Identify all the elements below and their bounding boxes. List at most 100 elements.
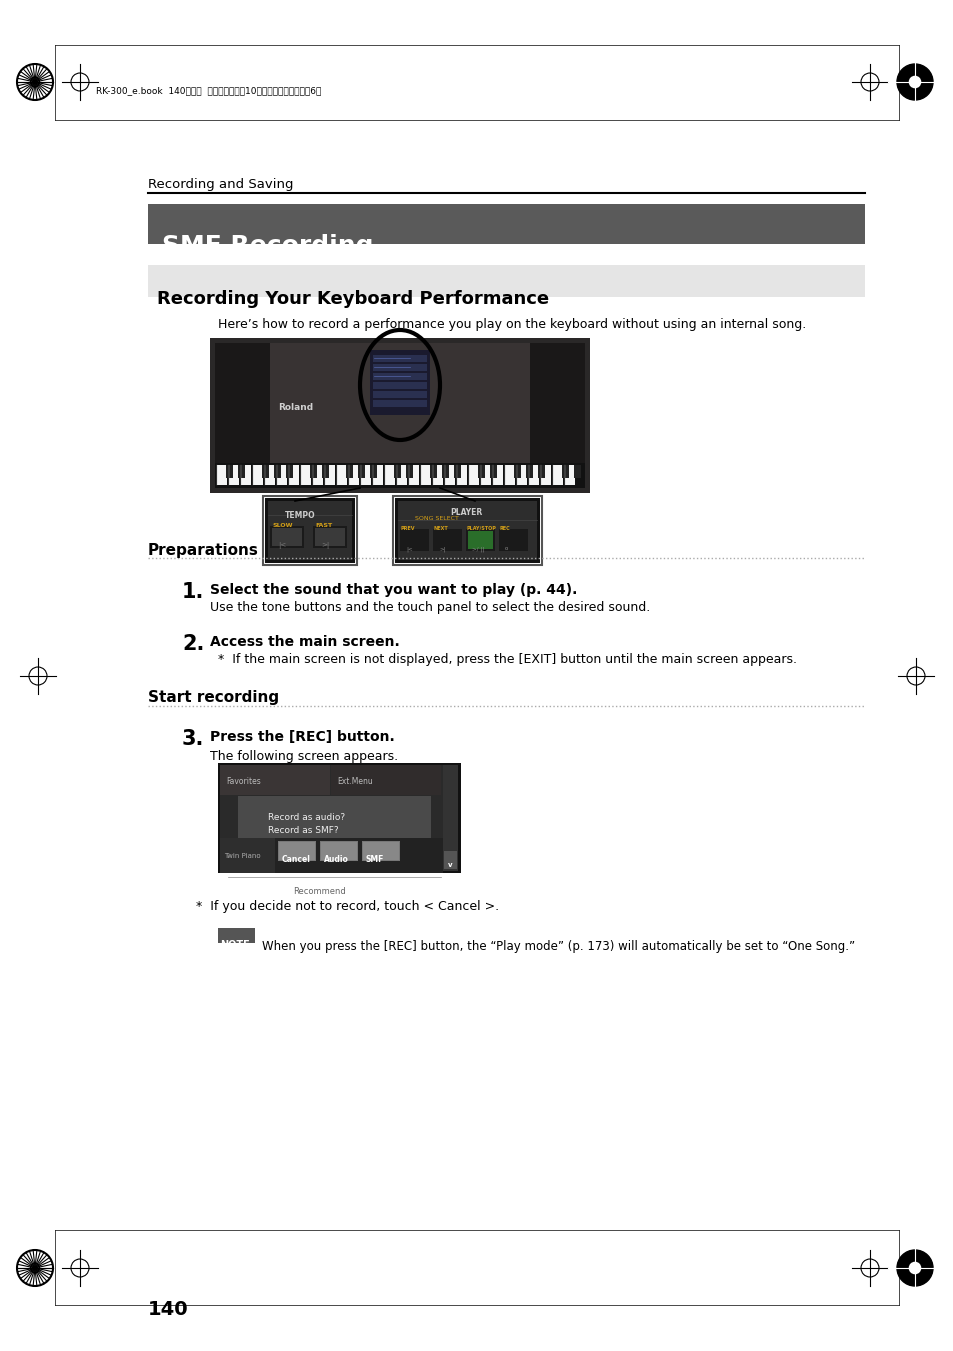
Bar [441,465,449,478]
Bar [500,531,525,549]
Bar [465,530,495,551]
Bar [363,842,398,861]
Text: The following screen appears.: The following screen appears. [210,750,397,763]
Bar [373,390,427,399]
Bar [286,465,293,478]
Bar [265,499,355,563]
Bar [399,530,429,551]
Bar [537,465,544,478]
Bar [529,465,538,485]
Bar [444,465,455,485]
Text: SLOW: SLOW [273,523,294,528]
Bar [409,465,418,485]
Text: Recording Your Keyboard Performance: Recording Your Keyboard Performance [157,290,549,308]
Text: Press the [REC] button.: Press the [REC] button. [210,730,395,744]
Bar [301,465,311,485]
Bar [220,765,442,871]
Text: Recording and Saving: Recording and Saving [148,178,294,190]
Text: TEMPO: TEMPO [285,511,315,520]
Circle shape [908,1262,921,1274]
Text: o: o [504,546,508,551]
Bar [272,528,302,546]
Bar [278,842,314,861]
Text: Use the tone buttons and the touch panel to select the desired sound.: Use the tone buttons and the touch panel… [210,601,650,613]
Bar [346,465,353,478]
Bar [396,465,407,485]
Bar [313,465,323,485]
Bar [373,400,427,407]
Bar [373,373,427,380]
Bar [349,465,358,485]
Bar [420,465,431,485]
Bar [268,501,352,561]
Text: SMF Recording: SMF Recording [162,234,374,258]
Text: v: v [448,862,452,867]
Bar [229,465,239,485]
Bar [270,526,304,549]
Bar [218,928,254,943]
Bar [357,465,365,478]
Text: RK-300_e.book  140ページ  ２００８年９月10日　水曜日　午後４晎6分: RK-300_e.book 140ページ ２００８年９月10日 水曜日 午後４晎… [96,86,321,95]
Bar [314,528,345,546]
Text: Twin Piano: Twin Piano [224,852,260,859]
Text: PLAY/STOP: PLAY/STOP [467,526,497,531]
Bar [514,465,520,478]
Text: 3.: 3. [182,730,204,748]
Bar [361,842,399,861]
Bar [493,465,502,485]
Text: Roland: Roland [277,403,313,412]
Bar [253,465,263,485]
Bar [373,382,427,389]
Bar [319,842,357,861]
Text: Recommend: Recommend [293,888,345,896]
Bar [148,204,864,245]
Bar [373,363,427,372]
Bar [477,465,484,478]
Text: *  If you decide not to record, touch < Cancel >.: * If you decide not to record, touch < C… [195,900,498,913]
Bar [373,465,382,485]
Bar [237,465,245,478]
Bar [265,465,274,485]
Text: 140: 140 [148,1300,189,1319]
Text: |<: |< [406,546,413,551]
Bar [564,465,575,485]
Text: FAST: FAST [314,523,332,528]
Text: Select the sound that you want to play (p. 44).: Select the sound that you want to play (… [210,584,577,597]
Bar [397,501,537,561]
Text: Here’s how to record a performance you play on the keyboard without using an int: Here’s how to record a performance you p… [218,317,805,331]
Bar [468,531,493,549]
Circle shape [908,76,921,88]
Bar [395,499,539,563]
Text: SMF: SMF [366,855,384,865]
Circle shape [30,1263,39,1273]
Bar [276,465,287,485]
Bar [320,842,356,861]
Bar [517,465,526,485]
Text: >/ ||: >/ || [472,546,484,551]
Bar [401,531,427,549]
Text: Record as SMF?: Record as SMF? [268,825,338,835]
Text: Start recording: Start recording [148,690,279,705]
Bar [433,465,442,485]
Bar [561,465,568,478]
Bar [373,355,427,362]
Bar [270,343,530,488]
Bar [336,465,347,485]
Bar [214,463,584,488]
Bar [442,765,457,871]
Text: SONG SELECT: SONG SELECT [415,516,458,521]
Bar [385,465,395,485]
Bar [241,465,251,485]
Bar [530,343,584,488]
Bar [540,465,551,485]
Bar [216,465,227,485]
Bar [310,465,316,478]
Bar [322,465,329,478]
Bar [262,465,269,478]
Bar [325,465,335,485]
Bar [490,465,497,478]
Text: >|: >| [320,542,329,549]
Bar [370,350,430,415]
Circle shape [896,63,932,100]
Text: REC: REC [499,526,510,531]
